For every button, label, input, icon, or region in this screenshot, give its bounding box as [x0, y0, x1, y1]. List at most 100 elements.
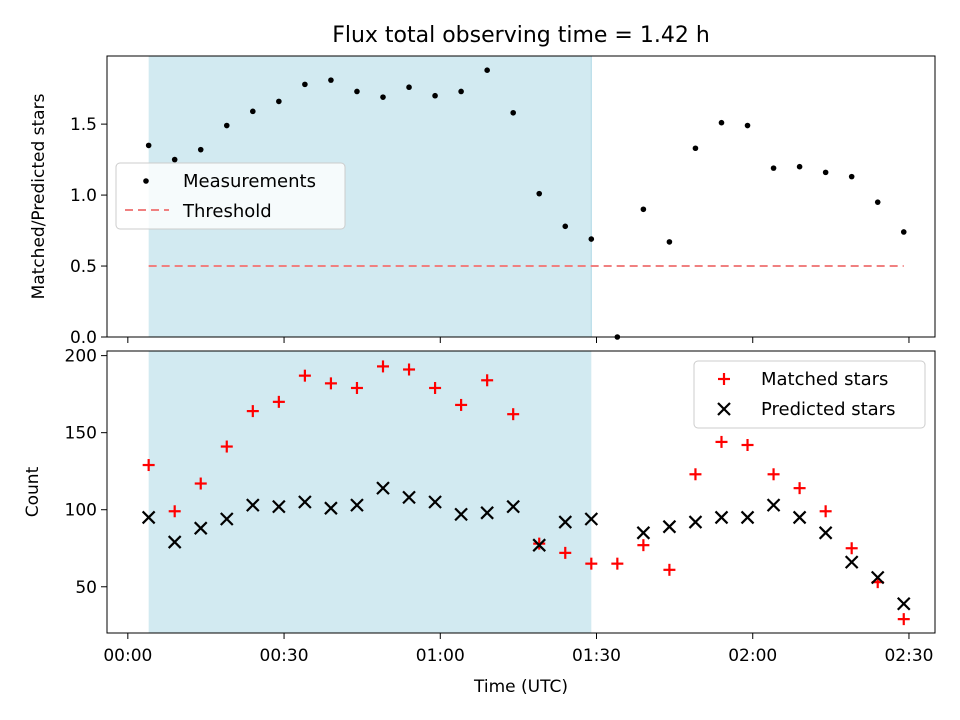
measurement-point — [145, 142, 152, 149]
matched-point — [194, 477, 207, 490]
top-axes-frame — [106, 55, 936, 338]
matched-point — [637, 539, 650, 552]
predicted-point — [896, 596, 911, 611]
predicted-point — [532, 538, 547, 552]
measurement-points — [145, 67, 907, 340]
matched-point — [845, 542, 858, 555]
predicted-point — [193, 521, 208, 535]
predicted-point — [506, 499, 520, 514]
predicted-point — [844, 555, 859, 569]
matched-point — [689, 468, 702, 481]
top-y-tick-label: 0.5 — [70, 257, 97, 277]
top-legend: Measurements Threshold — [115, 162, 346, 230]
x-tick-label: 00:30 — [260, 646, 309, 666]
matched-point — [324, 377, 337, 390]
bottom-y-tick-label: 100 — [65, 501, 97, 521]
predicted-point — [246, 498, 260, 512]
matched-point — [377, 360, 389, 373]
predicted-point — [662, 519, 677, 534]
bottom-y-tick-label: 150 — [65, 424, 97, 444]
predicted-point — [636, 526, 651, 540]
matched-point — [403, 363, 416, 376]
predicted-point — [402, 490, 416, 505]
measurement-point — [354, 88, 360, 95]
bottom-axes-frame — [106, 350, 936, 634]
predicted-point — [324, 501, 338, 515]
x-axis-label: Time (UTC) — [473, 677, 568, 697]
measurement-point — [510, 109, 516, 116]
top-legend-box — [115, 162, 346, 230]
matched-point — [142, 459, 155, 472]
matched-point — [246, 405, 259, 418]
measurement-point — [692, 145, 699, 152]
legend-matched-marker — [718, 373, 730, 385]
legend-measurement-marker — [143, 178, 149, 184]
bottom-legend-box — [693, 360, 926, 429]
measurement-point — [458, 88, 464, 95]
measurement-point — [900, 229, 907, 235]
matched-point — [481, 374, 494, 387]
predicted-point — [714, 510, 729, 525]
bottom-x-ticks: 00:00 00:30 01:00 01:30 02:00 02:30 — [103, 633, 933, 666]
bottom-observing-shade — [148, 351, 592, 633]
predicted-point — [584, 512, 599, 526]
matched-point — [897, 613, 910, 626]
predicted-point — [167, 535, 182, 549]
matched-point — [220, 440, 233, 453]
predicted-point — [298, 495, 312, 509]
top-y-tick-label: 0.0 — [70, 328, 97, 348]
measurement-point — [406, 84, 412, 91]
top-y-tick-label: 1.0 — [70, 186, 97, 206]
bottom-y-ticks: 50 100 150 200 — [65, 347, 107, 598]
measurement-point — [197, 146, 204, 153]
predicted-point — [688, 515, 703, 529]
top-x-ticks — [127, 337, 910, 343]
predicted-point — [480, 506, 494, 520]
legend-predicted-label: Predicted stars — [761, 399, 895, 420]
matched-point — [585, 557, 598, 570]
measurement-point — [588, 236, 595, 242]
measurement-point — [562, 223, 569, 230]
predicted-point — [219, 512, 234, 526]
measurement-point — [718, 119, 725, 126]
predicted-point — [558, 515, 573, 529]
measurement-point — [328, 77, 334, 83]
bottom-y-tick-label: 200 — [65, 347, 97, 367]
measurement-point — [666, 239, 673, 245]
matched-point — [272, 395, 285, 408]
predicted-point — [454, 507, 468, 522]
bottom-legend: Matched stars Predicted stars — [693, 360, 926, 429]
predicted-point — [870, 570, 885, 585]
count-panel: 50 100 150 200 00:00 00:30 01:00 01:30 02:00 02:… — [23, 347, 936, 697]
x-tick-label: 00:00 — [103, 646, 152, 666]
matched-point — [559, 546, 572, 559]
predicted-point — [792, 510, 807, 525]
matched-point — [715, 435, 728, 448]
matched-point — [455, 398, 468, 411]
measurement-point — [848, 173, 855, 180]
predicted-point — [428, 495, 442, 509]
predicted-point — [818, 526, 833, 540]
measurement-point — [432, 92, 438, 99]
legend-predicted-marker — [717, 402, 731, 416]
bottom-y-axis-label: Count — [23, 466, 43, 517]
measurement-point — [250, 108, 256, 115]
top-y-axis-label: Matched/Predicted stars — [29, 93, 49, 299]
matched-point — [507, 408, 520, 421]
measurement-point — [796, 163, 803, 170]
top-y-ticks: 0.0 0.5 1.0 1.5 — [70, 115, 107, 348]
ratio-panel: 0.0 0.5 1.0 1.5 Matched/Predicted stars Mea… — [29, 55, 936, 348]
x-tick-label: 01:30 — [572, 646, 621, 666]
measurement-point — [640, 206, 647, 213]
x-tick-label: 01:00 — [416, 646, 465, 666]
measurement-point — [380, 94, 386, 100]
x-tick-label: 02:00 — [728, 646, 777, 666]
predicted-point — [766, 498, 781, 512]
legend-measurements-label: Measurements — [183, 171, 316, 192]
matched-point — [168, 505, 181, 518]
count-points — [141, 360, 911, 626]
measurement-point — [536, 190, 543, 197]
top-y-tick-label: 1.5 — [70, 115, 97, 135]
legend-threshold-label: Threshold — [182, 201, 272, 222]
